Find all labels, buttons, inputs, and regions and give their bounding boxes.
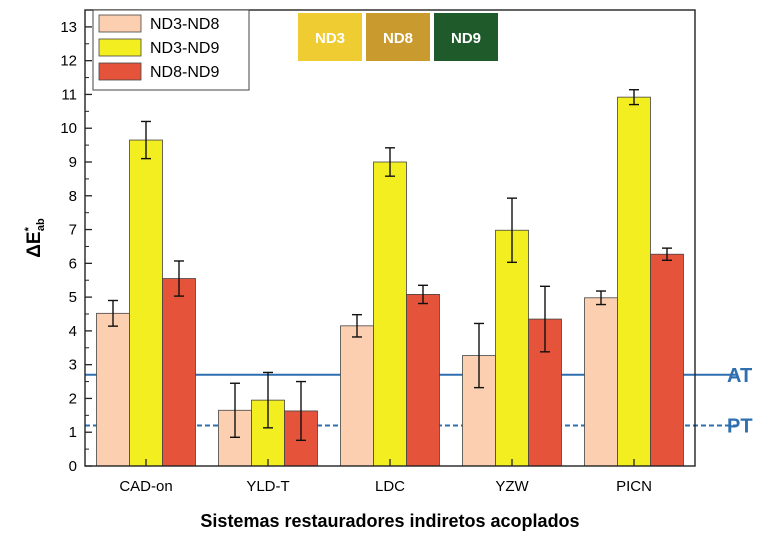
bar (584, 297, 618, 467)
legend-label: ND8-ND9 (150, 64, 219, 81)
y-tick-label: 7 (69, 222, 77, 239)
legend-swatch (98, 38, 142, 57)
x-tick-label: YLD-T (246, 478, 289, 495)
y-tick-label: 1 (69, 424, 77, 441)
y-tick-label: 12 (60, 53, 77, 70)
reference-label: PT (727, 415, 753, 437)
y-tick-label: 2 (69, 390, 77, 407)
y-tick-label: 13 (60, 19, 77, 36)
bar (406, 294, 440, 467)
error-bars (108, 89, 672, 442)
color-swatch-label: ND3 (315, 30, 345, 47)
bar (617, 96, 651, 467)
bar (129, 139, 163, 467)
y-tick-label: 0 (69, 458, 77, 475)
legend-label: ND3-ND8 (150, 16, 219, 33)
bar (340, 325, 374, 467)
y-tick-label: 3 (69, 357, 77, 374)
legend-label: ND3-ND9 (150, 40, 219, 57)
color-swatch (298, 13, 362, 61)
x-axis-title: Sistemas restauradores indiretos acoplad… (200, 511, 579, 531)
bar (96, 312, 130, 467)
bar (650, 253, 684, 467)
legend: ND3-ND8 ND3-ND9 ND8-ND9 (92, 9, 250, 91)
legend-swatch (98, 14, 142, 33)
color-swatch-label: ND9 (451, 30, 481, 47)
y-tick-label: 8 (69, 188, 77, 205)
y-tick-label: 11 (61, 86, 77, 103)
color-swatch-label: ND8 (383, 30, 413, 47)
y-tick-label: 6 (69, 255, 77, 272)
x-tick-label: YZW (495, 478, 529, 495)
bar (495, 229, 529, 467)
color-swatches: ND3 ND8 ND9 (298, 13, 498, 61)
bar (373, 161, 407, 467)
y-tick-label: 10 (60, 120, 77, 137)
x-tick-label: CAD-on (119, 478, 172, 495)
reference-labels: AT PT (727, 365, 753, 438)
x-axis: CAD-on YLD-T LDC YZW PICN (119, 459, 652, 495)
reference-label: AT (727, 365, 752, 387)
y-tick-label: 5 (69, 289, 77, 306)
y-tick-label: 9 (69, 154, 77, 171)
bar (162, 278, 196, 467)
y-tick-label: 4 (69, 323, 77, 340)
y-axis-title: ΔE*ab (23, 218, 47, 258)
legend-swatch (98, 62, 142, 81)
color-swatch (366, 13, 430, 61)
color-swatch (434, 13, 498, 61)
x-tick-label: LDC (375, 478, 405, 495)
x-tick-label: PICN (616, 478, 652, 495)
